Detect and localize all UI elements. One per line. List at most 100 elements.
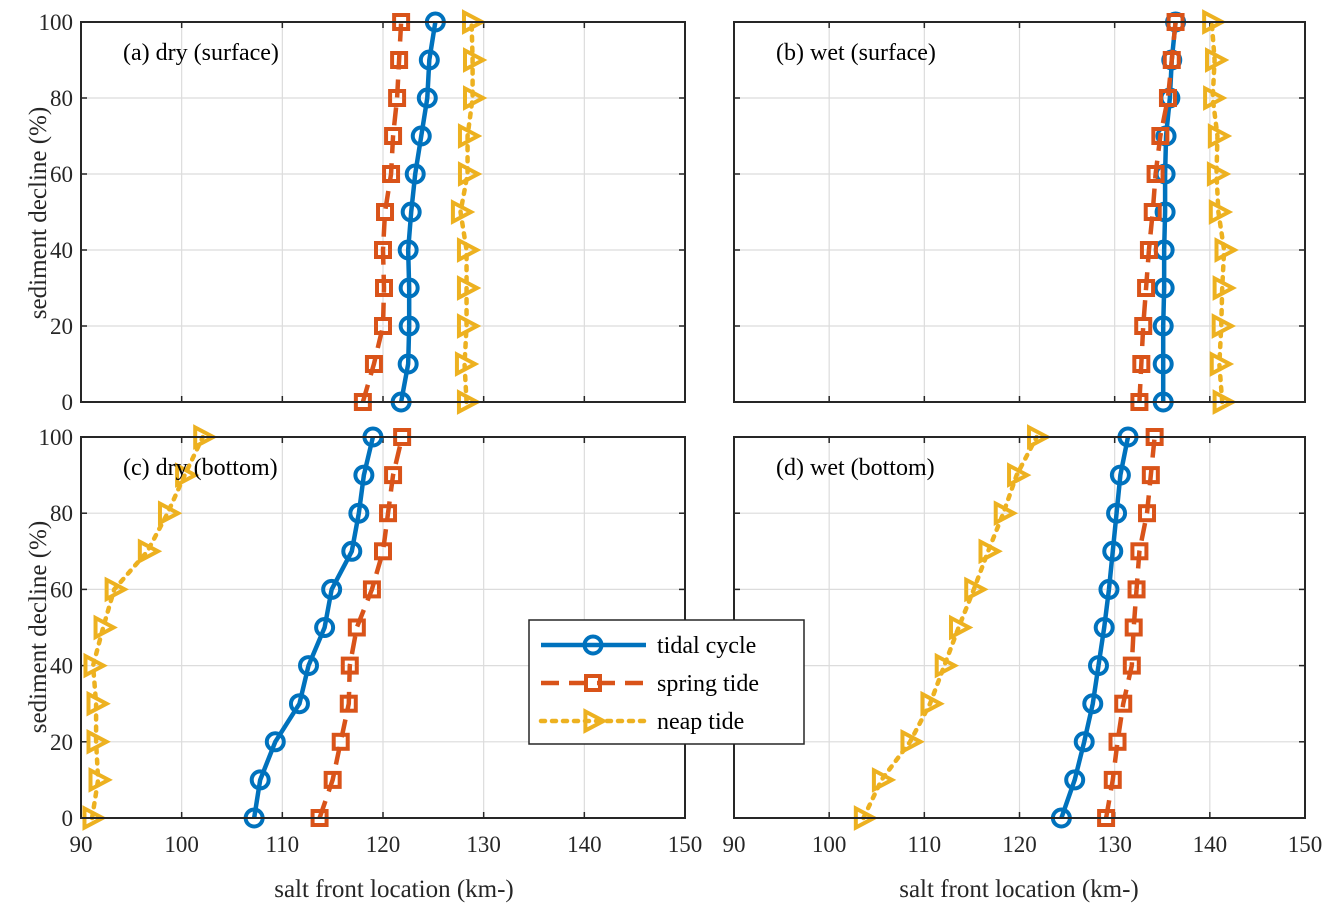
data-point <box>374 542 392 561</box>
y-tick-label: 100 <box>39 425 74 450</box>
y-tick-label: 0 <box>62 806 74 831</box>
data-point <box>1102 540 1124 562</box>
series-line <box>251 436 376 819</box>
series-line <box>861 434 1039 821</box>
y-tick-label: 80 <box>50 501 73 526</box>
legend-entry: neap tide <box>538 708 744 735</box>
series-line <box>398 21 438 403</box>
data-point <box>88 767 113 793</box>
data-point <box>410 125 432 147</box>
y-tick-label: 20 <box>50 314 73 339</box>
series-line <box>458 19 475 405</box>
data-point <box>462 47 488 73</box>
data-point <box>1108 732 1127 751</box>
data-point <box>1214 237 1239 263</box>
legend-marker <box>582 634 604 656</box>
x-tick-label: 100 <box>812 832 847 857</box>
data-point <box>375 279 394 297</box>
data-point <box>1206 161 1232 187</box>
data-point <box>93 614 118 641</box>
data-point <box>298 655 320 677</box>
data-point <box>390 51 409 69</box>
data-point <box>456 313 482 339</box>
legend-marker <box>583 708 608 734</box>
x-tick-label: 130 <box>466 832 501 857</box>
x-tick-label: 110 <box>266 832 300 857</box>
series-neap-tide <box>450 9 488 415</box>
axes-frame <box>80 21 686 403</box>
data-point <box>1211 313 1236 339</box>
data-point <box>871 767 897 793</box>
legend-marker <box>584 674 602 692</box>
data-point <box>1139 241 1158 259</box>
y-tick-label: 100 <box>39 10 74 35</box>
series-line <box>1059 436 1131 819</box>
data-point <box>1130 542 1149 561</box>
y-tick-label: 40 <box>50 238 73 263</box>
data-point <box>1127 580 1146 599</box>
y-tick-label: 20 <box>50 730 73 755</box>
series-line <box>360 21 404 403</box>
panel-label: (b) wet (surface) <box>776 40 936 66</box>
legend-label: tidal cycle <box>657 633 756 659</box>
data-point <box>1152 315 1174 337</box>
data-point <box>104 576 129 603</box>
data-point <box>398 315 420 337</box>
data-point <box>353 464 375 486</box>
x-axis-title-right: salt front location (km-) <box>899 876 1139 903</box>
data-point <box>364 355 383 373</box>
data-point <box>454 351 480 377</box>
data-point <box>1137 279 1156 297</box>
data-point <box>948 614 974 641</box>
y-axis-title-top: sediment decline (%) <box>25 107 52 319</box>
panel-d: 90 100 110 120 130 140 150 (d) wet (bottom) <box>723 424 1322 857</box>
data-point <box>1007 462 1032 488</box>
data-point <box>137 538 163 565</box>
data-point <box>1212 275 1237 301</box>
x-tick-label: 90 <box>723 832 746 857</box>
y-tick-label: 40 <box>50 654 73 679</box>
data-point <box>1064 769 1086 791</box>
legend-label: neap tide <box>657 709 744 735</box>
data-point <box>339 694 358 713</box>
data-point <box>175 462 200 488</box>
series-neap-tide <box>82 424 218 831</box>
data-point <box>374 241 392 259</box>
data-point <box>157 500 183 527</box>
data-point <box>400 201 422 223</box>
data-point <box>379 504 398 523</box>
data-point <box>1093 617 1115 638</box>
x-tick-label: 120 <box>366 832 401 857</box>
data-point <box>978 538 1003 565</box>
series-neap-tide <box>853 424 1052 831</box>
x-axis-title-left: salt front location (km-) <box>274 876 514 903</box>
data-point <box>249 769 271 791</box>
data-point <box>920 690 945 717</box>
data-point <box>457 123 483 149</box>
data-point <box>404 163 426 185</box>
data-point <box>397 239 419 261</box>
data-point <box>374 317 392 335</box>
x-tick-label: 120 <box>1002 832 1037 857</box>
data-point <box>1106 502 1128 524</box>
data-point <box>1087 655 1109 677</box>
data-point <box>1207 123 1233 149</box>
data-point <box>384 466 403 485</box>
data-point <box>416 87 438 109</box>
data-point <box>1114 694 1133 713</box>
data-point <box>1109 464 1131 486</box>
data-point <box>900 728 925 755</box>
data-point <box>388 89 407 107</box>
series-line <box>317 436 405 819</box>
data-point <box>340 656 359 675</box>
y-tick-label: 60 <box>50 577 73 602</box>
data-point <box>1151 127 1170 145</box>
data-point <box>1124 618 1143 637</box>
panel-label: (d) wet (bottom) <box>776 455 935 481</box>
y-tick-label: 60 <box>50 162 73 187</box>
data-point <box>450 199 476 225</box>
legend-label: spring tide <box>657 671 759 697</box>
data-point <box>1073 731 1095 753</box>
data-point <box>86 728 111 755</box>
